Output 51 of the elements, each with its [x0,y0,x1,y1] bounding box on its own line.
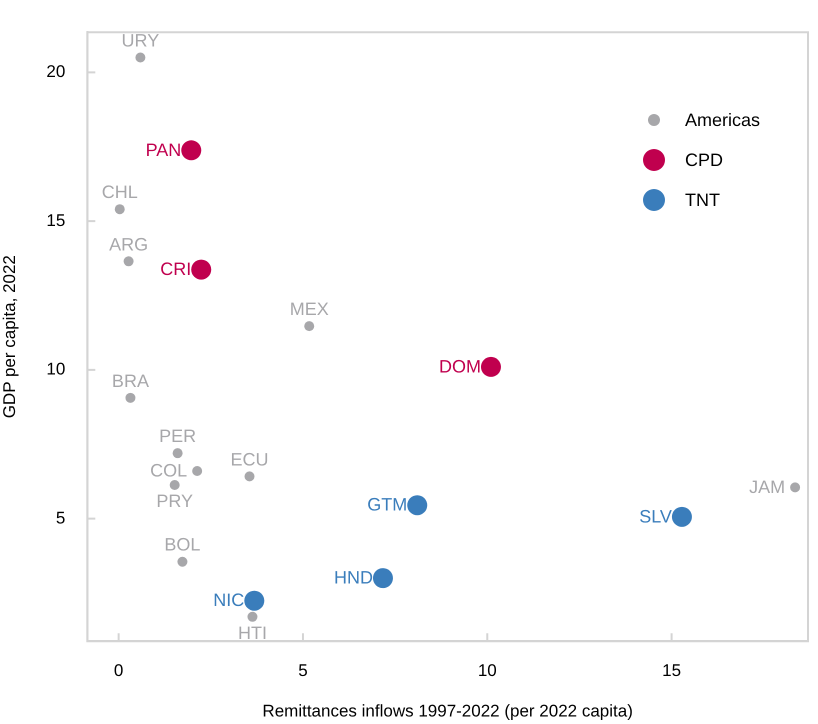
annotation: ARG [109,234,148,254]
point [790,482,800,492]
annotation: BOL [164,534,200,555]
annotation: MEX [290,299,329,320]
annotation: ECU [230,449,269,470]
annotation: HND [334,568,373,588]
annotation: GTM [367,494,408,515]
point [135,52,146,62]
legend-label: Americas [685,110,760,131]
y-axis-title: GDP per capita, 2022 [0,255,19,418]
annotation: CRI [160,259,192,280]
point [191,260,212,280]
point [172,448,183,458]
point [170,480,180,490]
annotation: SLV [639,506,672,526]
point [177,556,188,567]
annotation: HTI [238,622,267,643]
annotation: PER [159,426,196,446]
point [244,471,255,482]
annotation: NIC [213,590,244,610]
point [480,356,501,377]
annotation: PRY [156,490,194,511]
annotation: JAM [749,476,786,497]
y-tick-label: 15 [46,210,66,230]
point [124,256,134,266]
point [125,392,136,403]
annotation: DOM [438,356,481,376]
y-tick-label: 10 [46,360,66,379]
legend-label: CPD [685,150,724,171]
y-tick-label: 20 [46,62,66,82]
point [304,321,314,332]
point [181,140,202,160]
point [372,568,393,588]
point [407,495,428,516]
x-tick-label: 0 [114,661,124,680]
annotation: PAN [146,140,182,160]
point [192,466,202,476]
annotation: COL [150,460,188,480]
x-tick-label: 10 [478,661,497,680]
x-axis-title: Remittances inflows 1997-2022 (per 2022 capita) [262,701,633,720]
y-tick-label: 5 [56,508,66,528]
x-tick-label: 15 [662,661,682,680]
point [672,506,692,527]
annotation: CHL [102,182,138,202]
annotation: URY [122,30,160,50]
x-tick-label: 5 [298,661,308,680]
point [244,590,264,611]
point [114,204,125,214]
point [247,612,258,622]
legend-label: TNT [685,190,720,211]
annotation: BRA [112,370,149,391]
